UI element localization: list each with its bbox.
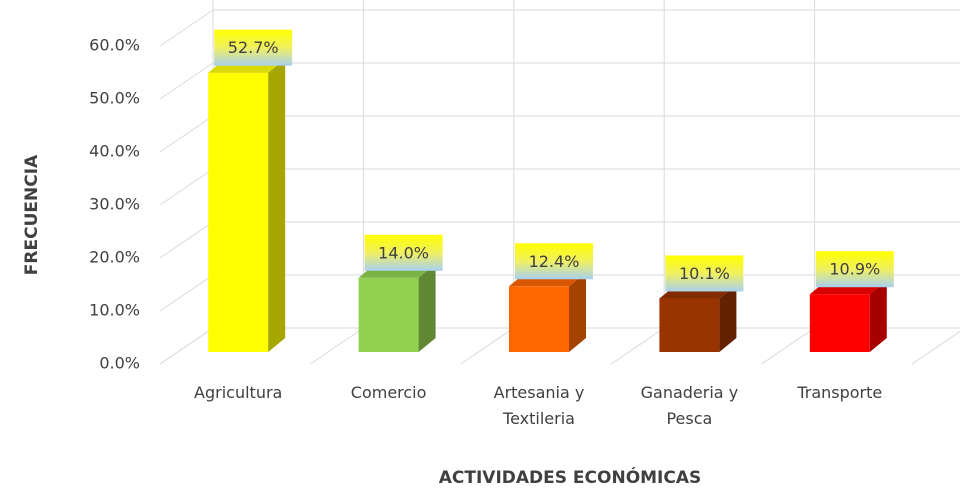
bar-side	[719, 284, 737, 352]
value-label-box	[515, 243, 593, 280]
bar-side	[418, 263, 436, 352]
value-label-box	[364, 234, 443, 271]
y-tick-label: 30.0%	[89, 195, 140, 214]
value-label: 14.0%	[378, 243, 429, 262]
grid-line	[159, 62, 214, 100]
bar	[509, 286, 569, 352]
floor-line	[460, 327, 515, 365]
value-label-box	[214, 29, 293, 66]
grid-line	[159, 115, 214, 153]
value-label: 12.4%	[529, 252, 580, 271]
grid-line	[159, 9, 214, 47]
x-tick-label: Comercio	[350, 383, 427, 402]
y-tick-label: 10.0%	[89, 301, 140, 320]
y-tick-label: 40.0%	[89, 142, 140, 161]
grid-line	[159, 274, 214, 312]
x-axis-title: ACTIVIDADES ECONÓMICAS	[439, 466, 702, 488]
y-tick-label: 50.0%	[89, 89, 140, 108]
y-tick-label: 60.0%	[89, 36, 140, 55]
bar-side	[268, 58, 286, 352]
x-tick-label: Transporte	[797, 383, 883, 402]
x-tick-label: Artesania y Textileria	[493, 383, 585, 428]
y-tick-label: 0.0%	[99, 354, 140, 373]
bar-side	[569, 272, 586, 352]
y-axis-title: FRECUENCIA	[22, 154, 42, 275]
value-label: 10.9%	[829, 260, 880, 279]
floor-line	[761, 327, 815, 365]
x-tick-label: Agricultura	[194, 383, 283, 402]
value-label: 52.7%	[228, 38, 279, 57]
bar	[208, 72, 269, 352]
floor-line	[610, 327, 665, 365]
value-label-box	[815, 251, 894, 288]
floor-line	[310, 327, 364, 365]
bar	[809, 294, 870, 352]
value-label: 10.1%	[679, 264, 730, 283]
grid-line	[159, 221, 214, 259]
bar	[358, 277, 419, 352]
x-tick-label: Ganaderia y Pesca	[640, 383, 739, 428]
floor-line	[911, 330, 960, 365]
y-tick-label: 20.0%	[89, 248, 140, 267]
grid-line	[159, 168, 214, 206]
value-label-box	[665, 255, 744, 292]
bar-side	[869, 280, 887, 352]
floor-line	[159, 327, 214, 365]
bar	[659, 298, 720, 352]
